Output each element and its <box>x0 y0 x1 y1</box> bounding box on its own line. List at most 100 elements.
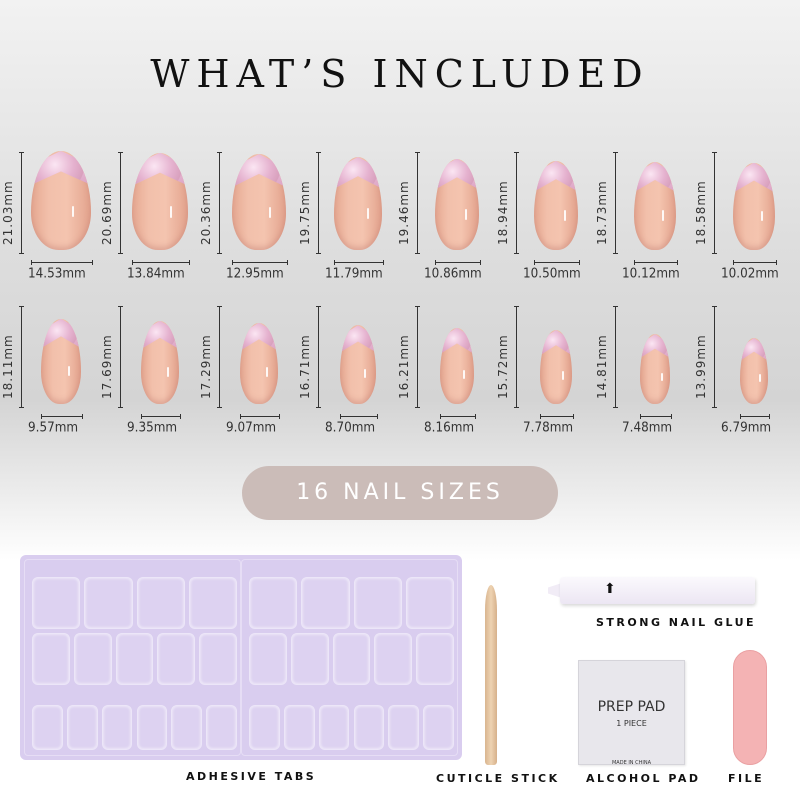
nail-shine <box>68 365 71 376</box>
nail-tip-design <box>440 327 474 354</box>
nail-tip-design <box>41 318 81 348</box>
length-dimension-line <box>19 152 24 254</box>
nail-width-label: 9.57mm <box>28 419 79 435</box>
adhesive-tab <box>249 705 280 750</box>
adhesive-tab <box>157 633 196 685</box>
nail-tip-design <box>534 160 578 192</box>
nail-glue-tube-image <box>560 577 755 604</box>
nail-shine <box>166 366 169 377</box>
adhesive-tab <box>290 633 329 685</box>
nail-size-item: 21.03mm 14.53mm <box>0 148 100 288</box>
nail-size-item: 15.72mm 7.78mm <box>495 302 595 442</box>
press-on-nail <box>333 157 383 250</box>
press-on-nail <box>740 338 768 404</box>
adhesive-tab <box>136 577 185 629</box>
adhesive-tab <box>73 633 112 685</box>
nail-length-label: 14.81mm <box>595 334 609 399</box>
nail-tip-design <box>31 151 91 185</box>
press-on-nail <box>534 160 578 250</box>
width-dimension-line <box>41 414 83 419</box>
prep-pad-title: PREP PAD <box>597 699 666 715</box>
width-dimension-line <box>534 260 580 265</box>
adhesive-tab <box>332 633 371 685</box>
nail-length-label: 16.71mm <box>298 334 312 399</box>
press-on-nail <box>440 327 474 404</box>
press-on-nail <box>240 322 278 404</box>
length-dimension-line <box>316 152 321 254</box>
adhesive-tab <box>66 705 98 750</box>
adhesive-tab <box>353 577 402 629</box>
length-dimension-line <box>514 306 519 408</box>
adhesive-tab <box>188 577 237 629</box>
nail-tip-design <box>740 338 768 361</box>
nail-width-label: 7.78mm <box>523 419 574 435</box>
nail-length-label: 20.36mm <box>199 180 213 245</box>
width-dimension-line <box>740 414 770 419</box>
adhesive-tab <box>206 705 237 750</box>
nail-size-item: 18.94mm 10.50mm <box>495 148 595 288</box>
nail-shine <box>759 374 761 383</box>
tabs-sheet-left-half <box>24 559 241 756</box>
nail-file-image <box>733 650 767 765</box>
adhesive-tab <box>136 705 168 750</box>
nail-tip-design <box>634 161 676 192</box>
adhesive-tab <box>405 577 454 629</box>
adhesive-tab <box>416 633 454 685</box>
press-on-nail <box>540 330 572 404</box>
nail-width-label: 12.95mm <box>226 265 284 281</box>
cuticle-stick-caption: CUTICLE STICK <box>436 772 560 785</box>
width-dimension-line <box>333 260 385 265</box>
tabs-sheet-right-half <box>241 559 458 756</box>
nail-tip-design <box>434 158 480 190</box>
nail-tip-design <box>140 320 180 350</box>
nail-tip-design <box>340 325 376 353</box>
nail-width-label: 13.84mm <box>127 265 185 281</box>
press-on-nail <box>31 151 91 250</box>
nail-length-label: 17.29mm <box>199 334 213 399</box>
nail-tip-design <box>733 162 775 193</box>
adhesive-tab <box>84 577 133 629</box>
nail-tip-design <box>232 154 286 187</box>
press-on-nail <box>131 152 189 250</box>
nail-width-label: 8.16mm <box>424 419 475 435</box>
nail-width-label: 6.79mm <box>721 419 772 435</box>
adhesive-tab <box>171 705 203 750</box>
nail-tip-design <box>540 330 572 356</box>
adhesive-tab <box>32 705 63 750</box>
length-dimension-line <box>217 306 222 408</box>
nail-size-item: 18.73mm 10.12mm <box>594 148 694 288</box>
nail-size-item: 19.75mm 11.79mm <box>297 148 397 288</box>
length-dimension-line <box>514 152 519 254</box>
nail-length-label: 18.58mm <box>694 180 708 245</box>
nail-size-item: 20.36mm 12.95mm <box>198 148 298 288</box>
prep-pad-count: 1 PIECE <box>616 719 647 728</box>
nail-shine <box>268 206 271 219</box>
adhesive-tab <box>32 633 70 685</box>
nail-length-label: 17.69mm <box>100 334 114 399</box>
width-dimension-line <box>639 414 673 419</box>
glue-nozzle <box>548 583 562 598</box>
nail-size-item: 19.46mm 10.86mm <box>396 148 496 288</box>
nail-tip-design <box>639 334 671 359</box>
press-on-nail <box>140 320 180 404</box>
adhesive-tab <box>249 633 287 685</box>
press-on-nail <box>232 154 286 250</box>
width-dimension-line <box>340 414 378 419</box>
nail-shine <box>366 208 369 220</box>
length-dimension-line <box>118 152 123 254</box>
width-dimension-line <box>31 260 93 265</box>
length-dimension-line <box>316 306 321 408</box>
width-dimension-line <box>733 260 777 265</box>
nail-shine <box>170 206 173 218</box>
nail-tip-design <box>333 157 383 189</box>
adhesive-tab <box>353 705 385 750</box>
nail-length-label: 19.46mm <box>397 180 411 245</box>
nail-width-label: 11.79mm <box>325 265 383 281</box>
width-dimension-line <box>634 260 679 265</box>
nail-width-label: 7.48mm <box>622 419 673 435</box>
nail-length-label: 18.11mm <box>1 334 15 399</box>
nail-width-label: 9.07mm <box>226 419 277 435</box>
press-on-nail <box>733 162 775 250</box>
nail-shine <box>660 372 663 381</box>
adhesive-tab <box>101 705 133 750</box>
